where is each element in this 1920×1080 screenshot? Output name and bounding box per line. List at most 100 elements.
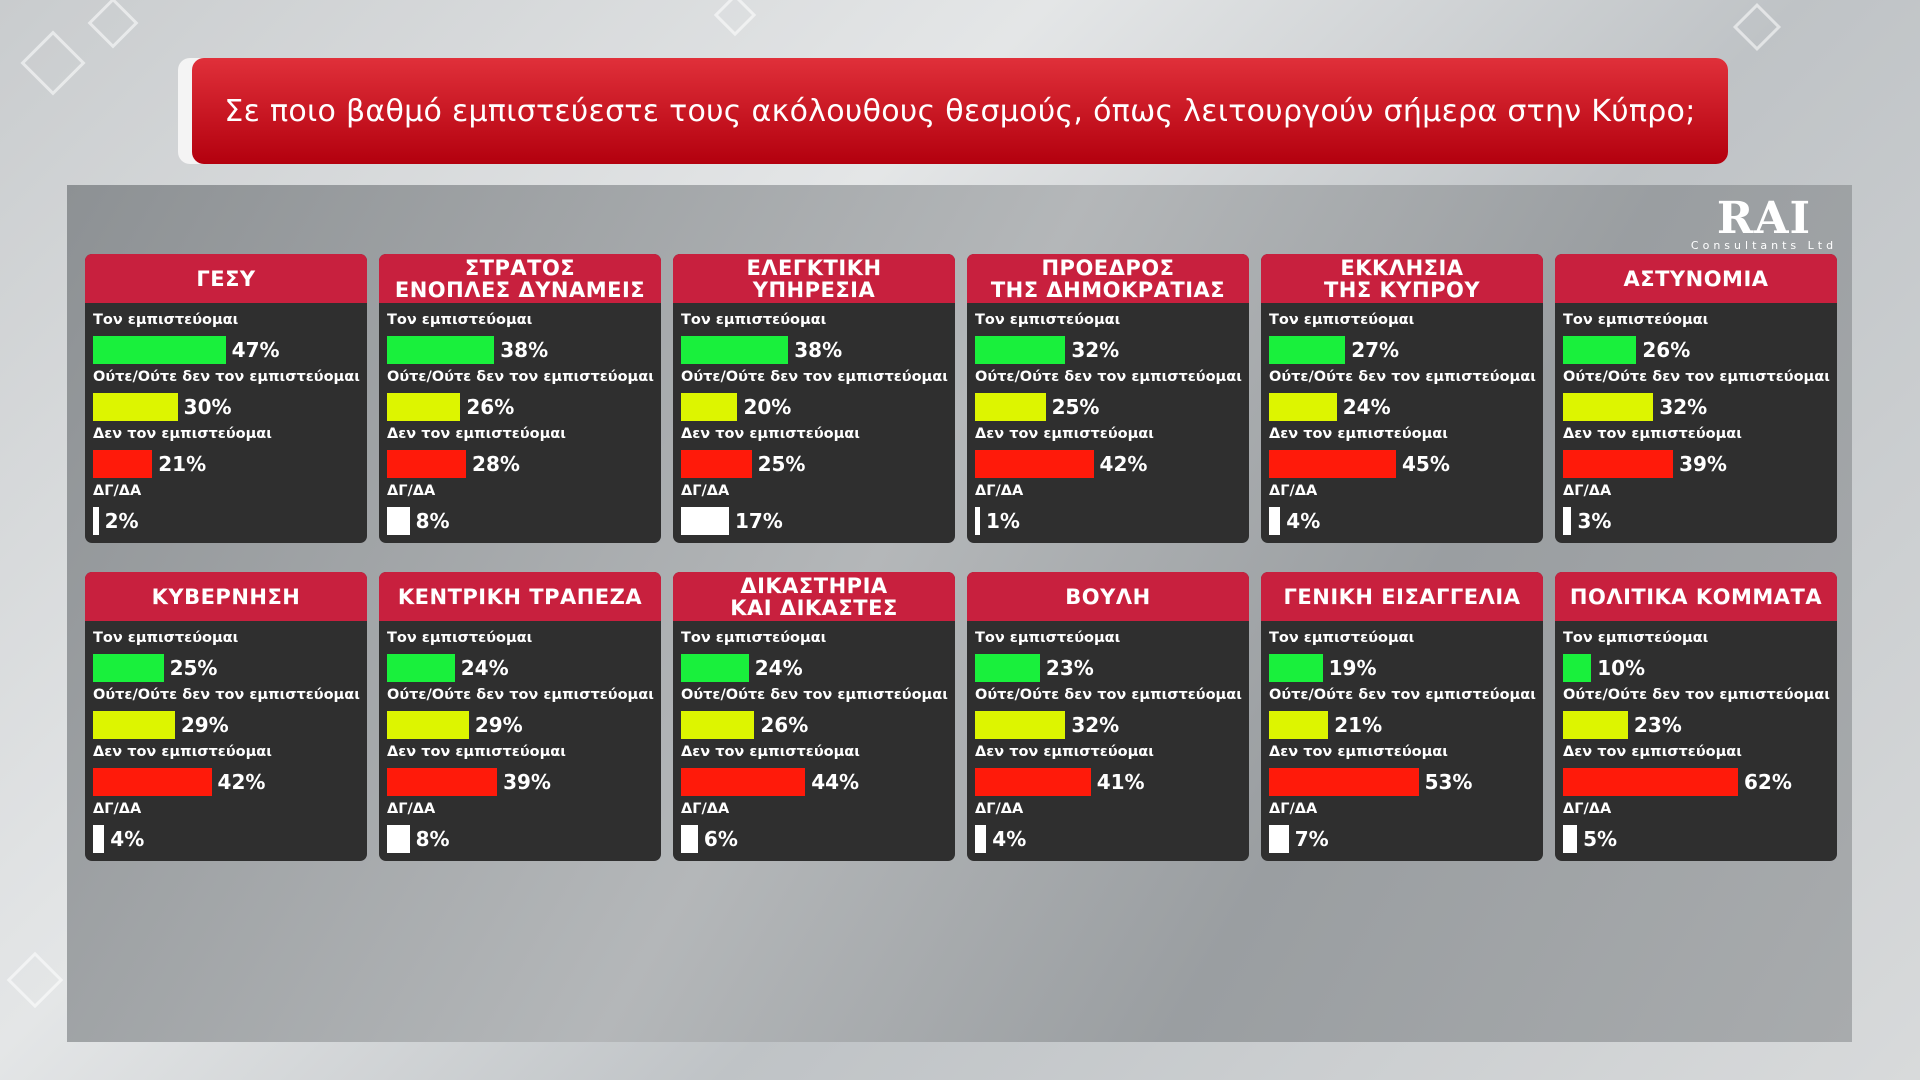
bar-line: 10%	[1563, 654, 1645, 682]
response-label: Τον εμπιστεύομαι	[1563, 630, 1709, 646]
response-label: Ούτε/Ούτε δεν τον εμπιστεύομαι	[93, 369, 360, 385]
bar-value-label: 32%	[1659, 395, 1708, 419]
institution-name: ΔΙΚΑΣΤΗΡΙΑ ΚΑΙ ΔΙΚΑΣΤΕΣ	[673, 572, 955, 621]
bar-line: 5%	[1563, 825, 1617, 853]
results-panel: RAI Consultants Ltd ΓΕΣΥ Τον εμπιστεύομαι…	[67, 185, 1852, 1042]
response-label: Τον εμπιστεύομαι	[975, 312, 1121, 328]
response-row: Τον εμπιστεύομαι 10%	[1563, 630, 1833, 687]
response-label: Τον εμπιστεύομαι	[975, 630, 1121, 646]
response-label: Ούτε/Ούτε δεν τον εμπιστεύομαι	[1269, 687, 1536, 703]
bar-value-label: 38%	[794, 338, 843, 362]
response-label: Δεν τον εμπιστεύομαι	[1563, 744, 1742, 760]
logo-sub-text: Consultants Ltd	[1690, 239, 1838, 252]
response-label: Τον εμπιστεύομαι	[387, 630, 533, 646]
institution-name: ΠΟΛΙΤΙΚΑ ΚΟΜΜΑΤΑ	[1555, 572, 1837, 621]
response-row: Τον εμπιστεύομαι 25%	[93, 630, 363, 687]
bar-value-label: 23%	[1045, 656, 1094, 680]
response-label: Δεν τον εμπιστεύομαι	[1269, 426, 1448, 442]
bar-dk	[1269, 825, 1289, 853]
response-row: ΔΓ/ΔΑ 4%	[1269, 483, 1539, 540]
bar-dk	[1269, 507, 1281, 535]
bar-line: 42%	[975, 450, 1147, 478]
bar-line: 26%	[1563, 336, 1690, 364]
response-label: Δεν τον εμπιστεύομαι	[387, 426, 566, 442]
bar-dk	[681, 825, 698, 853]
bar-distrust	[1269, 450, 1397, 478]
institution-card: ΕΛΕΓΚΤΙΚΗ ΥΠΗΡΕΣΙΑ Τον εμπιστεύομαι 38% Ούτ…	[673, 254, 955, 543]
response-row: Ούτε/Ούτε δεν τον εμπιστεύομαι 24%	[1269, 369, 1539, 426]
bar-neutral	[681, 711, 755, 739]
response-label: Τον εμπιστεύομαι	[1563, 312, 1709, 328]
response-row: ΔΓ/ΔΑ 1%	[975, 483, 1245, 540]
bar-line: 7%	[1269, 825, 1329, 853]
response-label: Ούτε/Ούτε δεν τον εμπιστεύομαι	[1269, 369, 1536, 385]
decorative-square	[6, 951, 64, 1009]
bar-value-label: 38%	[500, 338, 549, 362]
bar-dk	[975, 825, 987, 853]
response-label: Ούτε/Ούτε δεν τον εμπιστεύομαι	[387, 369, 654, 385]
bar-distrust	[1563, 768, 1738, 796]
institution-name: ΓΕΣΥ	[85, 254, 367, 303]
response-label: Ούτε/Ούτε δεν τον εμπιστεύομαι	[1563, 369, 1830, 385]
bar-dk	[93, 825, 105, 853]
bar-value-label: 26%	[1642, 338, 1691, 362]
response-row: Δεν τον εμπιστεύομαι 45%	[1269, 426, 1539, 483]
bar-value-label: 6%	[703, 827, 738, 851]
bar-value-label: 3%	[1577, 509, 1612, 533]
bar-value-label: 45%	[1402, 452, 1450, 476]
bar-value-label: 1%	[986, 509, 1020, 533]
bar-distrust	[93, 450, 153, 478]
response-label: ΔΓ/ΔΑ	[1269, 483, 1318, 499]
bar-trust	[681, 654, 749, 682]
bar-trust	[1563, 654, 1592, 682]
bar-neutral	[975, 711, 1066, 739]
bar-line: 29%	[387, 711, 523, 739]
bar-line: 29%	[93, 711, 229, 739]
bar-line: 24%	[681, 654, 803, 682]
institution-name: ΕΚΚΛΗΣΙΑ ΤΗΣ ΚΥΠΡΟΥ	[1261, 254, 1543, 303]
bar-line: 3%	[1563, 507, 1611, 535]
response-label: Ούτε/Ούτε δεν τον εμπιστεύομαι	[975, 687, 1242, 703]
bar-value-label: 10%	[1597, 656, 1646, 680]
bar-trust	[387, 336, 495, 364]
response-label: ΔΓ/ΔΑ	[975, 801, 1024, 817]
bar-line: 28%	[387, 450, 520, 478]
bar-value-label: 8%	[415, 827, 450, 851]
bar-trust	[975, 336, 1066, 364]
response-label: Ούτε/Ούτε δεν τον εμπιστεύομαι	[1563, 687, 1830, 703]
bar-value-label: 25%	[169, 656, 218, 680]
bar-value-label: 44%	[811, 770, 860, 794]
bar-value-label: 17%	[734, 509, 783, 533]
response-label: Δεν τον εμπιστεύομαι	[975, 744, 1154, 760]
bar-distrust	[1269, 768, 1419, 796]
response-label: Τον εμπιστεύομαι	[93, 312, 239, 328]
response-row: Ούτε/Ούτε δεν τον εμπιστεύομαι 30%	[93, 369, 363, 426]
bar-value-label: 26%	[466, 395, 515, 419]
response-row: Ούτε/Ούτε δεν τον εμπιστεύομαι 20%	[681, 369, 951, 426]
bar-distrust	[387, 450, 467, 478]
institution-card: ΒΟΥΛΗ Τον εμπιστεύομαι 23% Ούτε/Ούτε δεν το…	[967, 572, 1249, 861]
response-row: Ούτε/Ούτε δεν τον εμπιστεύομαι 32%	[975, 687, 1245, 744]
response-row: Τον εμπιστεύομαι 47%	[93, 312, 363, 369]
bar-neutral	[93, 393, 178, 421]
bar-trust	[1563, 336, 1637, 364]
bar-dk	[93, 507, 99, 535]
bar-value-label: 30%	[183, 395, 232, 419]
rai-logo: RAI Consultants Ltd	[1688, 197, 1840, 255]
bar-value-label: 21%	[1334, 713, 1383, 737]
response-label: Δεν τον εμπιστεύομαι	[387, 744, 566, 760]
response-row: Δεν τον εμπιστεύομαι 62%	[1563, 744, 1833, 801]
bar-line: 21%	[93, 450, 206, 478]
response-label: Τον εμπιστεύομαι	[1269, 630, 1415, 646]
bar-value-label: 62%	[1744, 770, 1792, 794]
bar-neutral	[1269, 393, 1337, 421]
response-label: ΔΓ/ΔΑ	[93, 801, 142, 817]
bar-line: 23%	[1563, 711, 1682, 739]
chart-title: Σε ποιο βαθμό εμπιστεύεστε τους ακόλουθο…	[192, 58, 1728, 164]
bar-line: 17%	[681, 507, 783, 535]
response-row: ΔΓ/ΔΑ 7%	[1269, 801, 1539, 858]
response-row: ΔΓ/ΔΑ 8%	[387, 483, 657, 540]
bar-line: 2%	[93, 507, 139, 535]
bar-line: 4%	[1269, 507, 1320, 535]
bar-value-label: 23%	[1633, 713, 1682, 737]
